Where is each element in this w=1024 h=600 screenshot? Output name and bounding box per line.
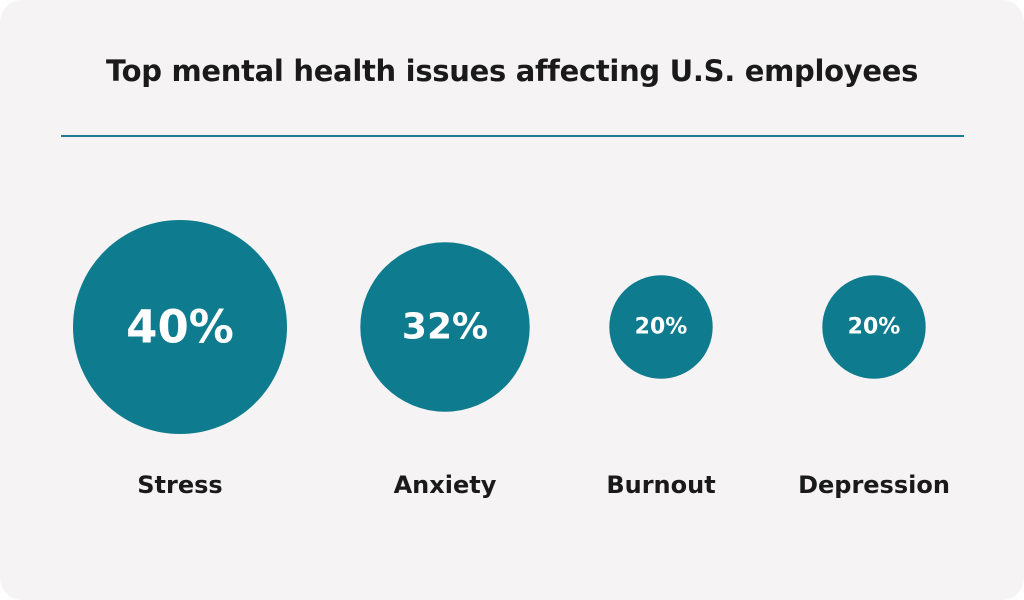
category-label-depression: Depression [798, 471, 950, 499]
bubble-value-depression: 20% [848, 315, 901, 340]
bubble-value-stress: 40% [126, 301, 234, 354]
bubble-group-anxiety: 32% Anxiety [360, 242, 530, 499]
bubble-depression [822, 275, 926, 379]
category-label-burnout: Burnout [606, 471, 715, 499]
bubble-value-anxiety: 32% [402, 307, 488, 348]
category-label-stress: Stress [137, 471, 222, 499]
title-divider [61, 135, 964, 137]
bubble-group-burnout: 20% Burnout [606, 275, 716, 499]
bubble-anxiety [360, 242, 530, 412]
bubble-group-stress: 40% Stress [73, 220, 287, 499]
bubble-value-burnout: 20% [635, 315, 688, 340]
category-label-anxiety: Anxiety [394, 471, 497, 499]
bubble-group-depression: 20% Depression [798, 275, 950, 499]
bubble-burnout [609, 275, 713, 379]
bubble-stress [73, 220, 287, 434]
chart-title: Top mental health issues affecting U.S. … [105, 54, 919, 88]
